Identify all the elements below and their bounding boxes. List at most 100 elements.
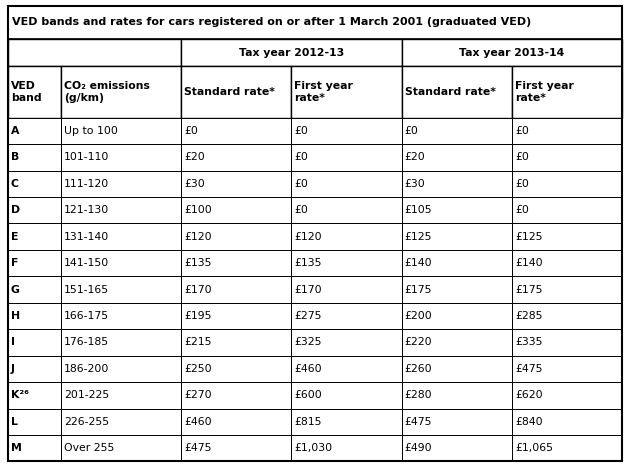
Text: £20: £20: [405, 152, 426, 163]
Bar: [291, 382, 402, 409]
Bar: [512, 303, 622, 329]
Bar: [8, 144, 61, 170]
Text: £120: £120: [294, 232, 322, 241]
Text: £175: £175: [405, 284, 432, 295]
Text: £250: £250: [184, 364, 212, 374]
Text: £140: £140: [515, 258, 543, 268]
Bar: [402, 409, 512, 435]
Bar: [402, 66, 512, 118]
Text: £100: £100: [184, 205, 212, 215]
Bar: [512, 223, 622, 250]
Text: Up to 100: Up to 100: [64, 126, 118, 136]
Text: £0: £0: [294, 152, 308, 163]
Bar: [402, 223, 512, 250]
Text: £475: £475: [184, 443, 212, 453]
Bar: [8, 118, 61, 144]
Text: VED bands and rates for cars registered on or after 1 March 2001 (graduated VED): VED bands and rates for cars registered …: [12, 17, 531, 28]
Text: £140: £140: [405, 258, 432, 268]
Text: 141-150: 141-150: [64, 258, 109, 268]
Bar: [8, 197, 61, 223]
Text: £280: £280: [405, 390, 432, 400]
Bar: [181, 66, 291, 118]
Bar: [8, 409, 61, 435]
Bar: [402, 435, 512, 461]
Text: H: H: [11, 311, 20, 321]
Bar: [181, 276, 291, 303]
Bar: [181, 170, 291, 197]
Text: J: J: [11, 364, 14, 374]
Bar: [402, 276, 512, 303]
Bar: [181, 144, 291, 170]
Text: A: A: [11, 126, 19, 136]
Text: £475: £475: [515, 364, 542, 374]
Text: C: C: [11, 179, 19, 189]
Text: £1,065: £1,065: [515, 443, 553, 453]
Bar: [291, 435, 402, 461]
Bar: [402, 382, 512, 409]
Text: £0: £0: [515, 205, 529, 215]
Text: 131-140: 131-140: [64, 232, 109, 241]
Bar: [61, 170, 181, 197]
Bar: [402, 303, 512, 329]
Bar: [8, 382, 61, 409]
Text: £125: £125: [405, 232, 432, 241]
Text: £335: £335: [515, 338, 542, 347]
Text: M: M: [11, 443, 21, 453]
Bar: [8, 66, 61, 118]
Bar: [181, 435, 291, 461]
Text: Standard rate*: Standard rate*: [184, 87, 275, 97]
Text: Standard rate*: Standard rate*: [405, 87, 496, 97]
Text: £0: £0: [515, 126, 529, 136]
Text: £125: £125: [515, 232, 542, 241]
Bar: [512, 66, 622, 118]
Bar: [512, 329, 622, 356]
Text: £0: £0: [294, 205, 308, 215]
Bar: [181, 118, 291, 144]
Text: 186-200: 186-200: [64, 364, 110, 374]
Text: £30: £30: [184, 179, 205, 189]
Text: £105: £105: [405, 205, 432, 215]
Text: 166-175: 166-175: [64, 311, 109, 321]
Bar: [61, 118, 181, 144]
Text: F: F: [11, 258, 18, 268]
Bar: [8, 6, 622, 39]
Bar: [402, 250, 512, 276]
Bar: [512, 170, 622, 197]
Bar: [291, 329, 402, 356]
Bar: [61, 329, 181, 356]
Text: £285: £285: [515, 311, 542, 321]
Bar: [181, 356, 291, 382]
Bar: [61, 303, 181, 329]
Bar: [512, 356, 622, 382]
Bar: [181, 409, 291, 435]
Text: £215: £215: [184, 338, 212, 347]
Bar: [181, 329, 291, 356]
Text: £30: £30: [405, 179, 426, 189]
Text: VED
band: VED band: [11, 81, 42, 103]
Text: 121-130: 121-130: [64, 205, 109, 215]
Text: £170: £170: [294, 284, 322, 295]
Bar: [61, 197, 181, 223]
Text: £460: £460: [184, 417, 212, 427]
Text: £0: £0: [294, 179, 308, 189]
Bar: [291, 66, 402, 118]
Text: CO₂ emissions
(g/km): CO₂ emissions (g/km): [64, 81, 150, 103]
Bar: [61, 409, 181, 435]
Bar: [291, 223, 402, 250]
Text: £135: £135: [184, 258, 212, 268]
Bar: [512, 197, 622, 223]
Bar: [402, 197, 512, 223]
Bar: [8, 435, 61, 461]
Bar: [8, 250, 61, 276]
Text: £135: £135: [294, 258, 322, 268]
Bar: [291, 118, 402, 144]
Text: D: D: [11, 205, 20, 215]
Bar: [8, 39, 181, 66]
Text: £220: £220: [405, 338, 432, 347]
Bar: [181, 303, 291, 329]
Bar: [61, 382, 181, 409]
Text: £170: £170: [184, 284, 212, 295]
Bar: [8, 170, 61, 197]
Bar: [402, 329, 512, 356]
Bar: [61, 66, 181, 118]
